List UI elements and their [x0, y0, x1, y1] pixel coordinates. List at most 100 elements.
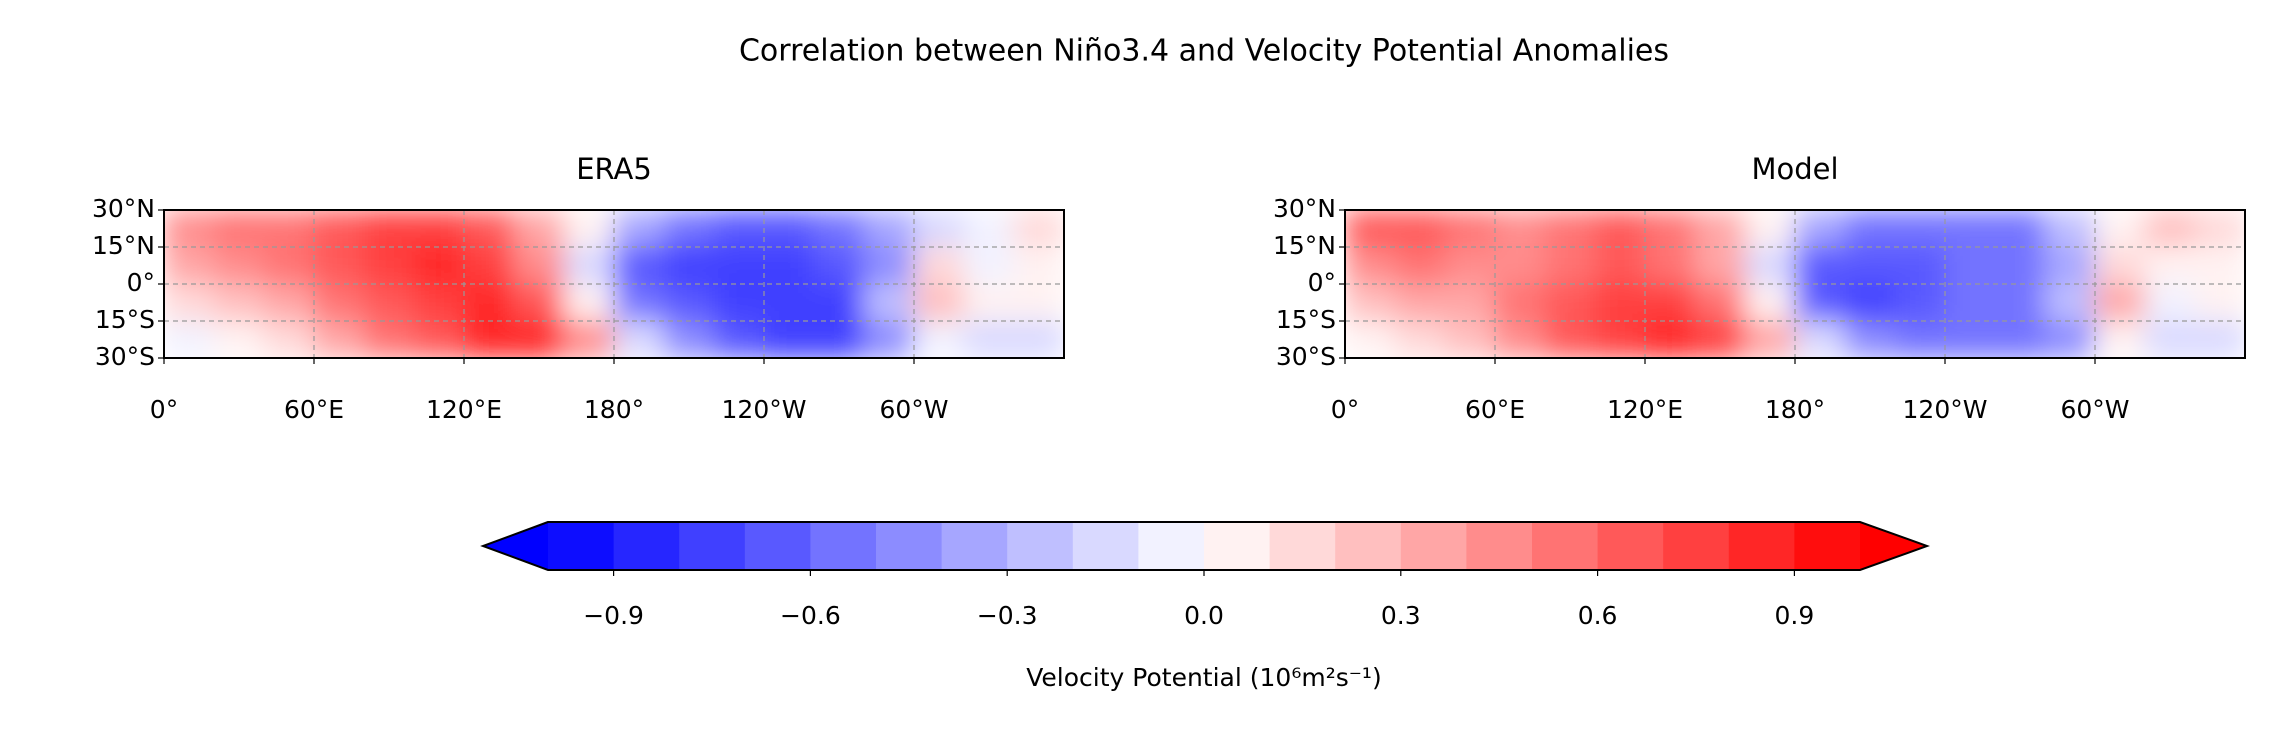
field-cell — [213, 210, 265, 248]
field-cell — [863, 283, 915, 322]
field-cell — [1994, 210, 2046, 248]
field-cell — [1013, 246, 1064, 285]
field-cell — [1944, 246, 1996, 285]
field-cell — [2044, 210, 2096, 248]
field-cell — [1744, 283, 1796, 322]
field-cell — [2044, 246, 2096, 285]
field-cell — [513, 283, 565, 322]
field-cell — [1494, 283, 1546, 322]
y-tick-label: 30°S — [95, 342, 155, 371]
field-cell — [263, 246, 315, 285]
field-cell — [1694, 210, 1746, 248]
figure-title: Correlation between Niño3.4 and Velocity… — [739, 34, 1669, 69]
y-tick-label: 15°S — [1276, 305, 1336, 334]
field-cell — [1994, 283, 2046, 322]
x-tick-label: 60°W — [879, 395, 948, 424]
panel-frame — [1344, 209, 2246, 359]
field-cell — [313, 283, 365, 322]
colorbar-tick-label: 0.6 — [1578, 601, 1618, 630]
field-cell — [763, 246, 815, 285]
colorbar-bin — [1663, 522, 1730, 570]
field-cell — [164, 283, 215, 322]
colorbar-bin — [1335, 522, 1402, 570]
field-cell — [513, 246, 565, 285]
field-cell — [2144, 210, 2196, 248]
field-cell — [1944, 320, 1996, 358]
field-cell — [2144, 283, 2196, 322]
colorbar-bin — [613, 522, 680, 570]
field-cell — [1644, 283, 1696, 322]
y-tick-label: 30°N — [92, 194, 155, 223]
colorbar-bin — [1072, 522, 1139, 570]
panel-title: Model — [1751, 152, 1838, 186]
field-cell — [2144, 320, 2196, 358]
field-cell — [1894, 210, 1946, 248]
field-cell — [813, 246, 865, 285]
field-cell — [563, 283, 615, 322]
field-cell — [663, 283, 715, 322]
field-cell — [1744, 210, 1796, 248]
field-cell — [1794, 320, 1846, 358]
field-cell — [1544, 320, 1596, 358]
field-cell — [863, 246, 915, 285]
colorbar-tick-label: −0.3 — [977, 601, 1038, 630]
x-tick-label: 120°E — [426, 395, 502, 424]
colorbar-bin — [1400, 522, 1467, 570]
field-cell — [263, 320, 315, 358]
field-cell — [463, 246, 515, 285]
field-cell — [763, 320, 815, 358]
field-cell — [1994, 246, 2046, 285]
field-cell — [463, 320, 515, 358]
y-tick-label: 15°S — [95, 305, 155, 334]
field-cell — [1345, 320, 1396, 358]
field-cell — [913, 283, 965, 322]
field-cell — [1394, 283, 1446, 322]
field-cell — [2194, 246, 2245, 285]
field-cell — [1544, 246, 1596, 285]
field-cell — [563, 320, 615, 358]
x-tick-label: 120°W — [722, 395, 807, 424]
field-cell — [813, 210, 865, 248]
field-cell — [2194, 320, 2245, 358]
field-cell — [413, 283, 465, 322]
field-cell — [263, 210, 315, 248]
field-cell — [1794, 283, 1846, 322]
field-smooth — [164, 210, 1064, 358]
x-tick-label: 120°E — [1607, 395, 1683, 424]
field-cell — [1894, 246, 1946, 285]
field-cell — [913, 320, 965, 358]
y-tick-label: 0° — [127, 268, 155, 297]
y-tick-label: 15°N — [1273, 231, 1336, 260]
field-cell — [1594, 283, 1646, 322]
y-tick-label: 30°N — [1273, 194, 1336, 223]
x-tick-label: 60°E — [1465, 395, 1525, 424]
colorbar-extend — [1860, 522, 1927, 570]
field-cell — [1844, 283, 1896, 322]
field-cell — [1844, 320, 1896, 358]
field-cell — [1644, 246, 1696, 285]
field-cell — [963, 283, 1015, 322]
field-cell — [363, 320, 415, 358]
field-cell — [1394, 210, 1446, 248]
field-cell — [463, 283, 515, 322]
field-cell — [413, 320, 465, 358]
colorbar-bin — [941, 522, 1008, 570]
field-cell — [713, 320, 765, 358]
y-tick-label: 0° — [1308, 268, 1336, 297]
field-cell — [1844, 246, 1896, 285]
field-cell — [2094, 210, 2146, 248]
colorbar-bin — [1597, 522, 1664, 570]
field-cell — [1594, 246, 1646, 285]
field-cell — [1694, 283, 1746, 322]
field-cell — [363, 210, 415, 248]
colorbar-bin — [876, 522, 943, 570]
field-cell — [413, 210, 465, 248]
colorbar-tick-label: 0.9 — [1775, 601, 1815, 630]
field-cell — [1694, 320, 1746, 358]
field-cell — [713, 246, 765, 285]
field-cell — [2194, 283, 2245, 322]
field-cell — [863, 210, 915, 248]
field-cell — [613, 210, 665, 248]
field-cell — [1013, 210, 1064, 248]
field-cell — [1544, 210, 1596, 248]
